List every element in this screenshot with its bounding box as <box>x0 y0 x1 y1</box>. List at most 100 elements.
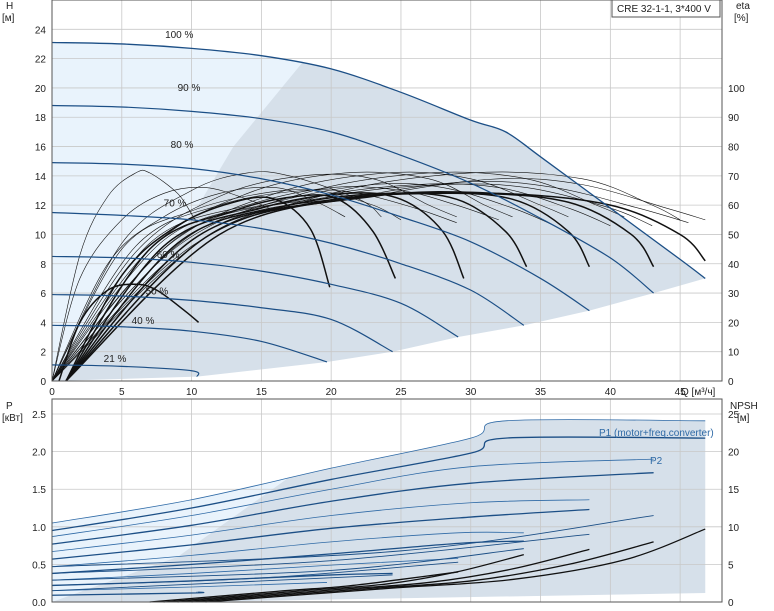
efficiency-curve-thin <box>51 183 555 382</box>
speed-curve <box>51 162 590 312</box>
speed-curve-label: 40 % <box>132 316 155 327</box>
eff-tick-label: 30 <box>728 289 740 300</box>
power-p2-curve <box>51 561 459 586</box>
power-tick-label: 0.5 <box>32 560 46 571</box>
speed-curve-label: 100 % <box>165 30 193 41</box>
npsh-tick-label: 25 <box>728 410 740 421</box>
power-curve <box>51 419 706 524</box>
head-tick-label: 20 <box>35 84 47 95</box>
eff-tick-label: 10 <box>728 348 740 359</box>
flow-tick-label: 45 <box>675 387 687 398</box>
flow-tick-label: 15 <box>256 387 268 398</box>
power-curve <box>51 458 654 537</box>
head-tick-label: 6 <box>40 289 46 300</box>
npsh-curve <box>191 541 654 603</box>
npsh-y-unit: [м] <box>737 413 750 424</box>
eff-y-unit: [%] <box>734 13 749 24</box>
power-p2-curve <box>51 533 590 574</box>
power-p2-curve <box>51 515 654 568</box>
npsh-curve <box>163 554 524 603</box>
model-title-box <box>611 0 721 18</box>
power-curve <box>51 508 590 560</box>
efficiency-curve-thin <box>51 183 653 382</box>
eff-tick-label: 0 <box>728 377 734 388</box>
npsh-tick-label: 5 <box>728 560 734 571</box>
speed-curve <box>51 211 525 326</box>
head-y-label: H <box>6 1 13 12</box>
eff-tick-label: 60 <box>728 201 740 212</box>
npsh-tick-label: 10 <box>728 523 740 534</box>
speed-curve <box>51 41 706 279</box>
head-tick-label: 24 <box>35 25 47 36</box>
head-tick-label: 22 <box>35 55 47 66</box>
speed-curve <box>51 324 328 363</box>
npsh-curve <box>149 571 459 603</box>
efficiency-curve-thin <box>51 171 513 382</box>
speed-curve <box>51 104 654 294</box>
flow-tick-label: 40 <box>605 387 617 398</box>
head-tick-label: 10 <box>35 230 47 241</box>
eff-tick-label: 70 <box>728 172 740 183</box>
p2-label: P2 <box>650 456 663 467</box>
flow-x-label: Q [м³/ч] <box>681 387 716 398</box>
head-tick-label: 18 <box>35 113 47 124</box>
power-tick-label: 2.5 <box>32 410 46 421</box>
power-plot-frame <box>51 398 723 603</box>
eff-y-label: eta <box>736 1 750 12</box>
eff-tick-label: 80 <box>728 143 740 154</box>
power-curve <box>51 531 524 568</box>
speed-curve-label: 90 % <box>178 83 201 94</box>
flow-tick-label: 10 <box>186 387 198 398</box>
flow-tick-label: 25 <box>395 387 407 398</box>
efficiency-curve <box>58 283 200 382</box>
speed-curve-label: 70 % <box>164 199 187 210</box>
efficiency-curve <box>65 192 528 382</box>
power-curve <box>51 591 205 596</box>
eff-tick-label: 40 <box>728 260 740 271</box>
eff-tick-label: 50 <box>728 230 740 241</box>
power-tick-label: 1.0 <box>32 523 46 534</box>
head-tick-label: 12 <box>35 201 47 212</box>
efficiency-curve <box>65 192 465 382</box>
speed-curve-label: 50 % <box>146 287 169 298</box>
npsh-curve <box>177 548 590 603</box>
efficiency-curve <box>65 196 331 382</box>
power-tick-label: 2.0 <box>32 448 46 459</box>
npsh-y-label: NPSH <box>730 401 758 412</box>
eff-tick-label: 90 <box>728 113 740 124</box>
eff-tick-label: 100 <box>728 84 745 95</box>
power-curve <box>51 472 654 545</box>
head-y-unit: [м] <box>2 13 15 24</box>
head-tick-label: 0 <box>40 377 46 388</box>
p1-label: P1 (motor+freq.converter) <box>599 428 714 439</box>
speed-curve-label: 60 % <box>157 250 180 261</box>
head-tick-label: 16 <box>35 143 47 154</box>
speed-curve <box>51 293 393 353</box>
head-tick-label: 4 <box>40 318 46 329</box>
efficiency-curve <box>65 194 397 382</box>
efficiency-curve-thin <box>51 173 457 382</box>
flow-tick-label: 20 <box>326 387 338 398</box>
power-p2-curve <box>51 574 393 592</box>
efficiency-curve <box>65 191 706 382</box>
head-tick-label: 8 <box>40 260 46 271</box>
speed-curve-label: 21 % <box>104 354 127 365</box>
head-operating-region <box>52 42 706 381</box>
power-curve <box>51 540 524 575</box>
power-y-label: P <box>6 401 13 412</box>
head-tick-label: 2 <box>40 348 46 359</box>
npsh-tick-label: 20 <box>728 448 740 459</box>
speed-curve <box>51 364 200 378</box>
power-tick-label: 1.5 <box>32 485 46 496</box>
flow-tick-label: 5 <box>119 387 125 398</box>
speed-curve <box>51 255 459 338</box>
power-curve <box>51 436 706 532</box>
power-axes: 0.0 0.5 1.0 1.5 2.0 2.5 0 5 10 15 20 25 <box>32 398 740 609</box>
head-plot-frame <box>51 0 723 382</box>
efficiency-curve-thin <box>51 189 402 382</box>
model-title: CRE 32-1-1, 3*400 V <box>617 4 711 15</box>
npsh-tick-label: 0 <box>728 598 734 609</box>
flow-tick-label: 0 <box>49 387 55 398</box>
power-y-unit: [кВт] <box>2 413 23 424</box>
